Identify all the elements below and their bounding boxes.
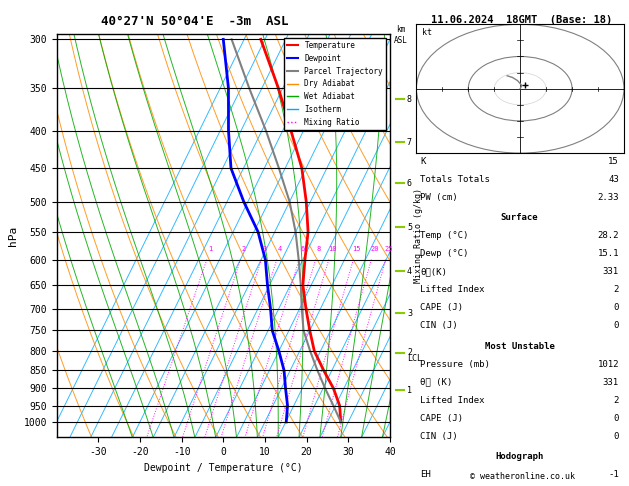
Text: 43: 43 [608, 175, 619, 184]
Text: Lifted Index: Lifted Index [420, 285, 485, 295]
Text: Hodograph: Hodograph [496, 452, 543, 461]
Text: 0: 0 [613, 432, 619, 441]
Text: 4: 4 [278, 246, 282, 252]
Text: 6: 6 [407, 179, 412, 188]
Text: km
ASL: km ASL [394, 25, 408, 45]
Text: 20: 20 [370, 246, 379, 252]
Text: EH: EH [420, 470, 431, 479]
Text: 1: 1 [208, 246, 213, 252]
Text: Pressure (mb): Pressure (mb) [420, 360, 490, 369]
Text: LCL: LCL [407, 354, 422, 364]
Text: Mixing Ratio (g/kg): Mixing Ratio (g/kg) [414, 188, 423, 283]
Text: 8: 8 [317, 246, 321, 252]
Text: CAPE (J): CAPE (J) [420, 303, 463, 312]
Text: 3: 3 [263, 246, 267, 252]
Text: 8: 8 [407, 95, 412, 104]
Text: K: K [420, 157, 426, 166]
Text: -1: -1 [608, 470, 619, 479]
Text: 28.2: 28.2 [598, 231, 619, 241]
Text: 331: 331 [603, 267, 619, 277]
Text: 1: 1 [407, 386, 412, 395]
Text: © weatheronline.co.uk: © weatheronline.co.uk [470, 472, 574, 481]
Text: 2: 2 [407, 348, 412, 358]
Text: 11.06.2024  18GMT  (Base: 18): 11.06.2024 18GMT (Base: 18) [431, 15, 613, 25]
Text: 0: 0 [613, 321, 619, 330]
Text: 15: 15 [352, 246, 361, 252]
Text: kt: kt [421, 28, 431, 36]
Text: CAPE (J): CAPE (J) [420, 414, 463, 423]
X-axis label: Dewpoint / Temperature (°C): Dewpoint / Temperature (°C) [144, 463, 303, 473]
Text: θᴄ(K): θᴄ(K) [420, 267, 447, 277]
Text: CIN (J): CIN (J) [420, 432, 458, 441]
Text: 15.1: 15.1 [598, 249, 619, 259]
Text: 2: 2 [613, 396, 619, 405]
Text: Most Unstable: Most Unstable [484, 342, 555, 351]
Text: Temp (°C): Temp (°C) [420, 231, 469, 241]
Text: CIN (J): CIN (J) [420, 321, 458, 330]
Text: 5: 5 [407, 223, 412, 232]
Text: 25: 25 [384, 246, 393, 252]
Y-axis label: hPa: hPa [8, 226, 18, 246]
Text: Dewp (°C): Dewp (°C) [420, 249, 469, 259]
Text: 3: 3 [407, 309, 412, 317]
Text: 331: 331 [603, 378, 619, 387]
Legend: Temperature, Dewpoint, Parcel Trajectory, Dry Adiabat, Wet Adiabat, Isotherm, Mi: Temperature, Dewpoint, Parcel Trajectory… [284, 38, 386, 130]
Text: 15: 15 [608, 157, 619, 166]
Text: Totals Totals: Totals Totals [420, 175, 490, 184]
Text: 0: 0 [613, 303, 619, 312]
Text: 40°27'N 50°04'E  -3m  ASL: 40°27'N 50°04'E -3m ASL [101, 15, 289, 28]
Text: 10: 10 [328, 246, 337, 252]
Text: 1012: 1012 [598, 360, 619, 369]
Text: 0: 0 [613, 414, 619, 423]
Text: 2.33: 2.33 [598, 193, 619, 202]
Text: 6: 6 [301, 246, 304, 252]
Text: Surface: Surface [501, 213, 538, 223]
Text: 4: 4 [407, 266, 412, 276]
Text: 2: 2 [613, 285, 619, 295]
Text: 7: 7 [407, 138, 412, 147]
Text: 2: 2 [242, 246, 246, 252]
Text: Lifted Index: Lifted Index [420, 396, 485, 405]
Text: PW (cm): PW (cm) [420, 193, 458, 202]
Text: θᴄ (K): θᴄ (K) [420, 378, 452, 387]
